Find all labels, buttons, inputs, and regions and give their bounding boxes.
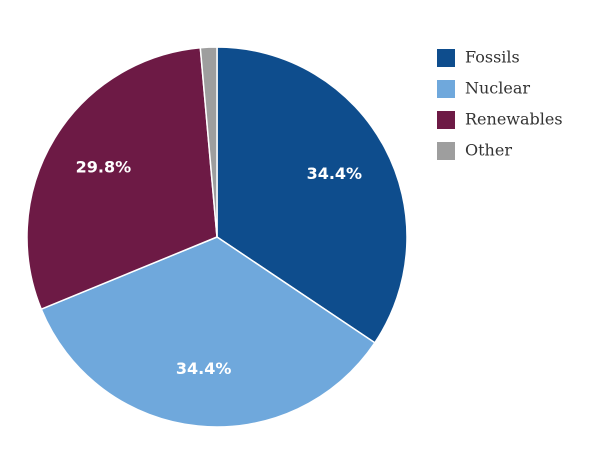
pie-slice bbox=[40, 236, 376, 428]
legend-label: Fossils bbox=[465, 48, 520, 67]
legend-label: Other bbox=[465, 141, 512, 160]
pie-slice bbox=[216, 46, 408, 344]
legend-swatch bbox=[437, 111, 455, 129]
pie-slice bbox=[26, 46, 218, 311]
data-label: 34.4% bbox=[307, 164, 363, 183]
legend-swatch bbox=[437, 49, 455, 67]
legend-swatch bbox=[437, 142, 455, 160]
data-label: 34.4% bbox=[176, 359, 232, 378]
legend-swatch bbox=[437, 80, 455, 98]
data-label: 29.8% bbox=[76, 157, 132, 176]
legend-label: Nuclear bbox=[465, 79, 530, 98]
pie-slice bbox=[199, 46, 218, 238]
legend-label: Renewables bbox=[465, 110, 563, 129]
